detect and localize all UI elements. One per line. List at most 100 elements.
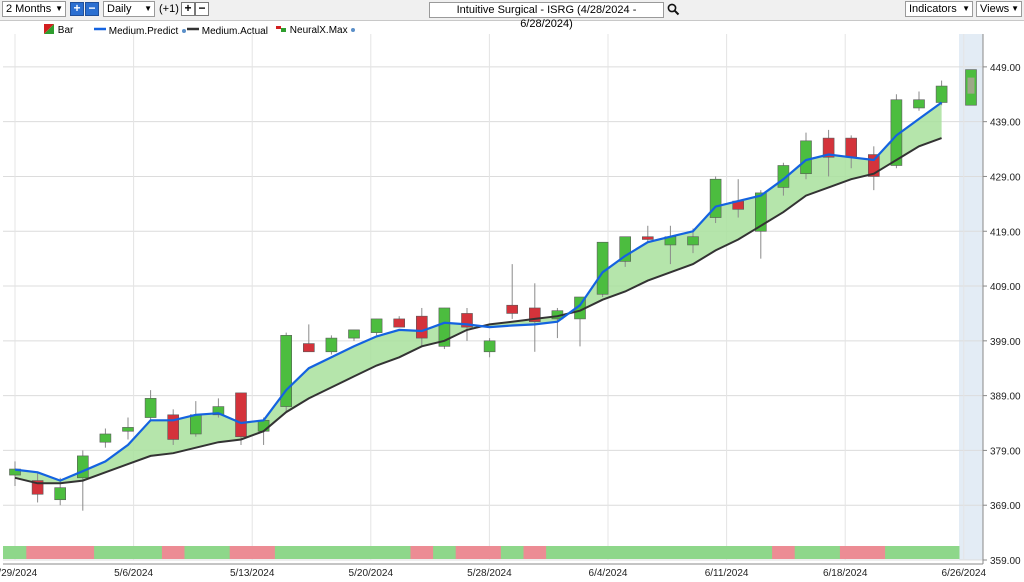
info-dot-icon [182, 29, 187, 33]
neural-signal-up [817, 546, 841, 559]
x-tick-label: 5/20/2024 [349, 568, 394, 579]
chevron-down-icon: ▼ [55, 4, 63, 13]
line-swatch-icon [187, 27, 199, 31]
minus-icon: − [198, 1, 206, 15]
candle-up [77, 455, 89, 479]
legend-label: Medium.Actual [201, 26, 268, 37]
period-dropdown[interactable]: 2 Months ▼ [2, 1, 66, 17]
neural-signal-up [591, 546, 615, 559]
neural-signal-up [885, 546, 909, 559]
neural-signal-up [749, 546, 773, 559]
candle-down [302, 343, 315, 353]
neural-signal-down [229, 546, 253, 559]
candle-up [348, 329, 360, 339]
neural-signal-down [252, 546, 276, 559]
offset-label: (+1) [159, 3, 179, 15]
candle-up [438, 307, 451, 347]
indicators-dropdown[interactable]: Indicators ▼ [905, 1, 973, 17]
interval-dropdown[interactable]: Daily ▼ [103, 1, 155, 17]
views-dropdown[interactable]: Views ▼ [976, 1, 1022, 17]
candle-up [935, 85, 948, 103]
neural-signal-down [26, 546, 50, 559]
candle-up [483, 340, 496, 353]
neural-signal-down [772, 546, 796, 559]
zoom-in-button[interactable]: + [70, 2, 84, 16]
x-tick-label: 6/4/2024 [589, 568, 628, 579]
neural-signal-up [116, 546, 140, 559]
neural-swatch-icon [276, 26, 286, 32]
neural-signal-up [342, 546, 366, 559]
candle-up [212, 406, 225, 416]
neural-signal-up [94, 546, 118, 559]
candle-up [619, 236, 632, 262]
zoom-out-button[interactable]: − [85, 2, 99, 16]
neural-signal-up [568, 546, 592, 559]
info-dot-icon [351, 28, 356, 32]
neural-signal-up [139, 546, 163, 559]
candle-up [777, 165, 790, 188]
series-line-medium-predict [14, 101, 943, 482]
candle-up [800, 140, 812, 175]
neural-signal-up [794, 546, 818, 559]
neural-signal-up [546, 546, 570, 559]
neural-signal-up [500, 546, 524, 559]
neural-signal-up [930, 546, 960, 559]
neural-signal-up [207, 546, 231, 559]
candle-down [867, 154, 880, 177]
legend-item-medium-actual[interactable]: Medium.Actual [187, 24, 268, 37]
candle-up [122, 427, 134, 432]
candle-up [754, 192, 767, 232]
candle-down [506, 304, 519, 314]
legend-item-medium-predict[interactable]: Medium.Predict [94, 24, 187, 37]
neural-signal-up [907, 546, 931, 559]
candle-down [822, 137, 835, 158]
y-tick-label: 359.00 [990, 556, 1021, 567]
plus-icon: + [73, 1, 81, 15]
interval-value: Daily [107, 3, 132, 15]
neural-signal-up [726, 546, 750, 559]
candle-up [257, 419, 270, 432]
neural-signal-up [636, 546, 660, 559]
legend-label: NeuralX.Max [289, 25, 348, 36]
chevron-down-icon: ▼ [1011, 4, 1019, 13]
chevron-down-icon: ▼ [144, 4, 152, 13]
candle-down [393, 318, 406, 328]
neural-signal-down [48, 546, 72, 559]
legend-item-neuralx-max[interactable]: NeuralX.Max [276, 24, 356, 36]
candle-down [845, 137, 858, 158]
y-tick-label: 379.00 [990, 446, 1021, 457]
y-tick-label: 449.00 [990, 63, 1021, 74]
offset-decrease-button[interactable]: − [195, 2, 209, 16]
x-tick-label: 5/13/2024 [230, 568, 275, 579]
period-value: 2 Months [6, 3, 52, 15]
neural-signal-down [71, 546, 95, 559]
x-tick-label: 5/6/2024 [114, 568, 153, 579]
x-tick-label: 6/26/2024 [942, 568, 987, 579]
candle-up [913, 99, 925, 109]
indicators-label: Indicators [909, 3, 957, 15]
candle-up [280, 335, 293, 407]
candle-down [528, 307, 541, 322]
candle-down [235, 392, 247, 438]
neural-signal-up [387, 546, 411, 559]
chevron-down-icon: ▼ [962, 4, 970, 13]
candle-down [415, 315, 428, 339]
search-icon[interactable] [667, 3, 680, 19]
x-tick-label: 6/18/2024 [823, 568, 868, 579]
legend-item-bar[interactable]: Bar [44, 24, 73, 36]
y-tick-label: 419.00 [990, 227, 1021, 238]
neural-signal-down [410, 546, 434, 559]
neural-signal-up [659, 546, 683, 559]
candle-up [370, 318, 383, 333]
candle-down [461, 313, 473, 328]
plot-area [3, 34, 983, 560]
y-tick-label: 399.00 [990, 337, 1021, 348]
offset-increase-button[interactable]: + [181, 2, 195, 16]
series-line-medium-actual [14, 137, 942, 485]
y-tick-label: 439.00 [990, 118, 1021, 129]
neural-signal-up [184, 546, 208, 559]
neural-signal-down [523, 546, 547, 559]
candle-up [99, 433, 112, 443]
y-tick-label: 429.00 [990, 172, 1021, 183]
